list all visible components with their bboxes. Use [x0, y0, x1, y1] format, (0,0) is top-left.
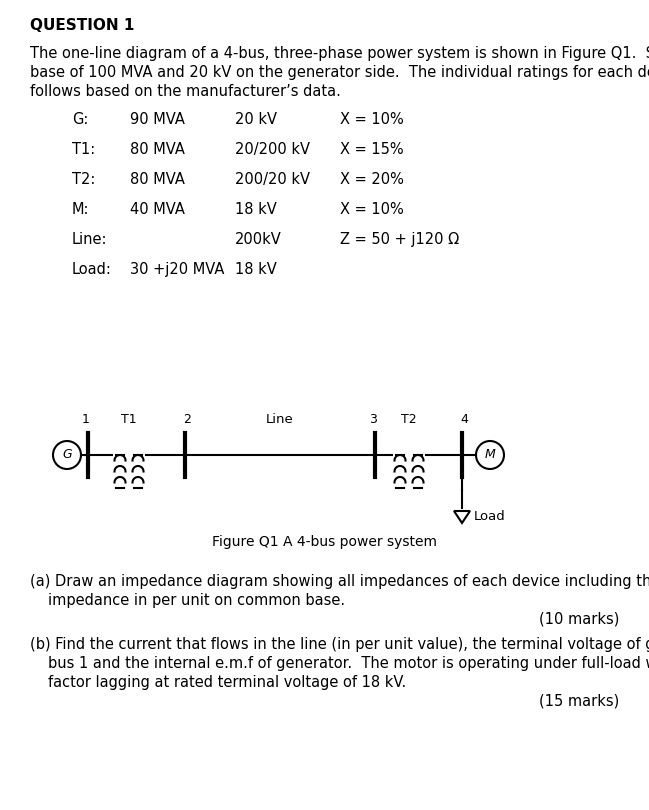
Text: 2: 2	[183, 413, 191, 426]
Text: 18 kV: 18 kV	[235, 262, 276, 277]
Text: factor lagging at rated terminal voltage of 18 kV.: factor lagging at rated terminal voltage…	[48, 675, 406, 690]
Text: T2: T2	[401, 413, 417, 426]
Text: Line: Line	[266, 413, 294, 426]
Text: 80 MVA: 80 MVA	[130, 142, 185, 157]
Text: X = 10%: X = 10%	[340, 202, 404, 217]
Text: 3: 3	[369, 413, 377, 426]
Text: T2:: T2:	[72, 172, 95, 187]
Text: bus 1 and the internal e.m.f of generator.  The motor is operating under full-lo: bus 1 and the internal e.m.f of generato…	[48, 656, 649, 671]
Text: (a) Draw an impedance diagram showing all impedances of each device including th: (a) Draw an impedance diagram showing al…	[30, 574, 649, 589]
Text: QUESTION 1: QUESTION 1	[30, 18, 134, 33]
Text: Z = 50 + j120 Ω: Z = 50 + j120 Ω	[340, 232, 459, 247]
Text: 200kV: 200kV	[235, 232, 282, 247]
Text: X = 15%: X = 15%	[340, 142, 404, 157]
Text: X = 10%: X = 10%	[340, 112, 404, 127]
Text: (15 marks): (15 marks)	[539, 694, 619, 709]
Text: follows based on the manufacturer’s data.: follows based on the manufacturer’s data…	[30, 84, 341, 99]
Text: M:: M:	[72, 202, 90, 217]
Text: Load:: Load:	[72, 262, 112, 277]
Text: T1: T1	[121, 413, 137, 426]
Polygon shape	[454, 511, 470, 523]
Text: impedance in per unit on common base.: impedance in per unit on common base.	[48, 593, 345, 608]
Text: base of 100 MVA and 20 kV on the generator side.  The individual ratings for eac: base of 100 MVA and 20 kV on the generat…	[30, 65, 649, 80]
Text: (10 marks): (10 marks)	[539, 612, 619, 627]
Text: Figure Q1 A 4-bus power system: Figure Q1 A 4-bus power system	[212, 535, 437, 549]
Text: 18 kV: 18 kV	[235, 202, 276, 217]
Text: 20 kV: 20 kV	[235, 112, 277, 127]
Text: 4: 4	[460, 413, 468, 426]
Text: 90 MVA: 90 MVA	[130, 112, 185, 127]
Text: 200/20 kV: 200/20 kV	[235, 172, 310, 187]
Text: G: G	[62, 449, 72, 462]
Text: 1: 1	[82, 413, 90, 426]
Text: (b) Find the current that flows in the line (in per unit value), the terminal vo: (b) Find the current that flows in the l…	[30, 637, 649, 652]
Text: M: M	[485, 449, 495, 462]
Text: 40 MVA: 40 MVA	[130, 202, 185, 217]
Text: Line:: Line:	[72, 232, 108, 247]
Text: Load: Load	[474, 510, 506, 523]
Text: The one-line diagram of a 4-bus, three-phase power system is shown in Figure Q1.: The one-line diagram of a 4-bus, three-p…	[30, 46, 649, 61]
Text: X = 20%: X = 20%	[340, 172, 404, 187]
Text: 30 +j20 MVA: 30 +j20 MVA	[130, 262, 225, 277]
Text: 80 MVA: 80 MVA	[130, 172, 185, 187]
Text: T1:: T1:	[72, 142, 95, 157]
Text: 20/200 kV: 20/200 kV	[235, 142, 310, 157]
Text: G:: G:	[72, 112, 88, 127]
